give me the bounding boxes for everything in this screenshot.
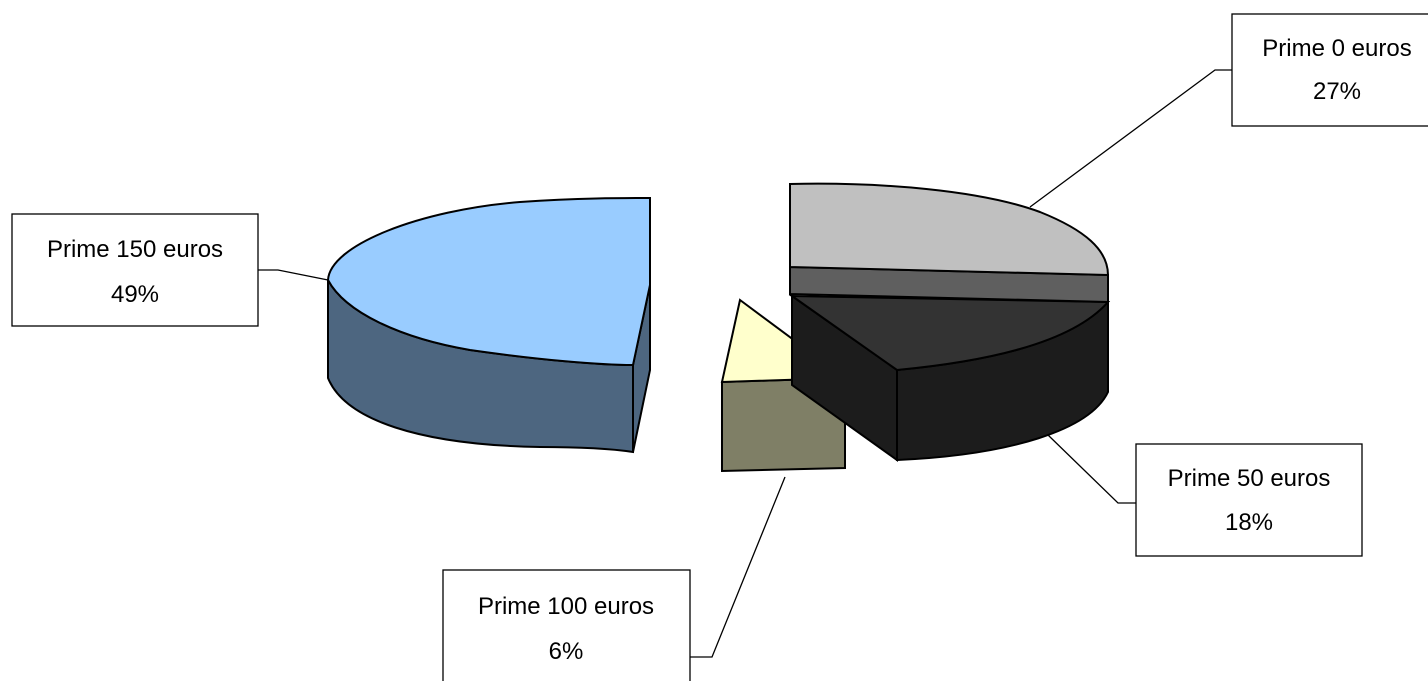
slice-prime-50-top [788,294,1111,372]
label-prime-50-pct: 18% [1225,509,1273,536]
slice-prime-0-top [789,182,1110,277]
label-prime-150-pct: 49% [111,281,159,308]
slice-prime-50 [788,294,1111,462]
label-prime-100-name: Prime 100 euros [478,593,654,620]
leader-prime-0 [1029,69,1232,208]
leader-prime-150 [258,269,329,281]
label-prime-150: Prime 150 euros 49% [11,213,259,327]
slice-prime-150 [326,196,651,454]
label-prime-0: Prime 0 euros 27% [1231,13,1428,127]
label-prime-100-pct: 6% [549,638,584,665]
label-prime-50-name: Prime 50 euros [1168,465,1331,492]
label-prime-0-pct: 27% [1313,78,1361,105]
label-prime-0-name: Prime 0 euros [1262,35,1411,62]
leader-prime-50 [1047,434,1136,504]
label-prime-50: Prime 50 euros 18% [1135,443,1363,557]
label-prime-150-name: Prime 150 euros [47,236,223,263]
slice-prime-0 [789,182,1110,304]
label-prime-100: Prime 100 euros 6% [442,569,691,681]
leader-prime-100 [690,476,786,658]
